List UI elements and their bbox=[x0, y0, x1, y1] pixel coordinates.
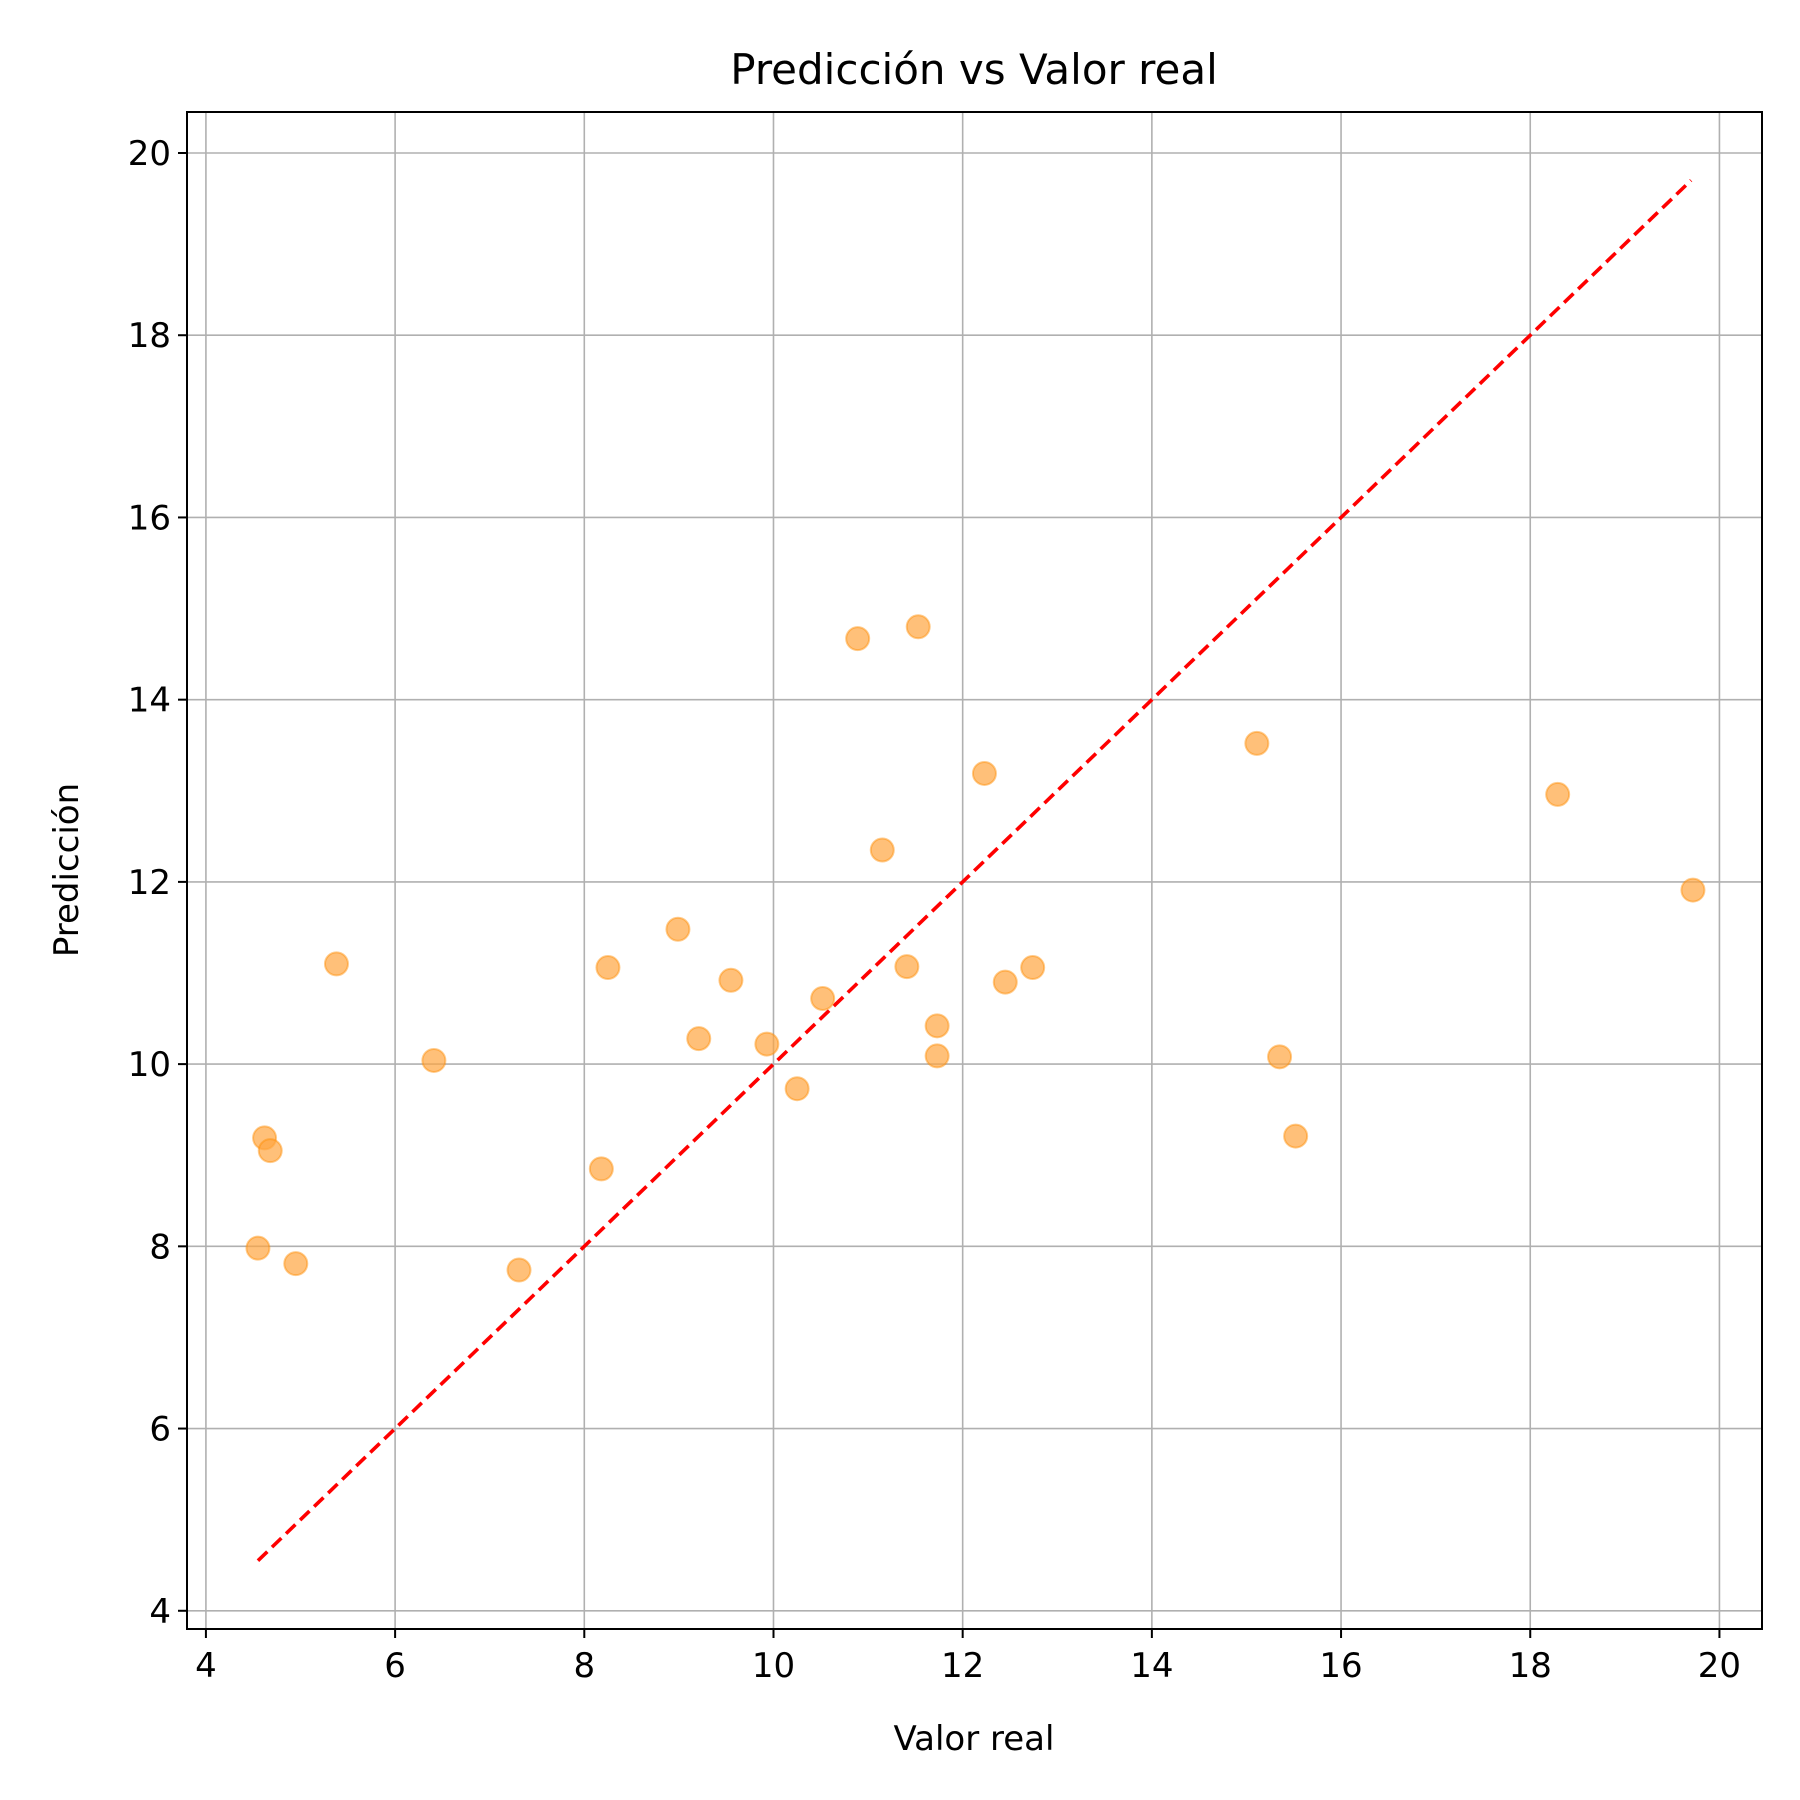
data-point bbox=[869, 837, 895, 863]
data-point bbox=[1283, 1123, 1309, 1149]
chart-title: Predicción vs Valor real bbox=[730, 45, 1218, 94]
data-point bbox=[845, 626, 871, 652]
data-point bbox=[506, 1257, 532, 1283]
x-axis-label: Valor real bbox=[894, 1719, 1055, 1759]
reference-line-layer bbox=[256, 179, 1693, 1562]
data-point bbox=[1545, 781, 1571, 807]
x-tick-label: 14 bbox=[1130, 1646, 1173, 1686]
x-tick-label: 10 bbox=[752, 1646, 795, 1686]
y-tick-label: 20 bbox=[128, 134, 171, 174]
data-point bbox=[905, 614, 931, 640]
data-point bbox=[1244, 730, 1270, 756]
y-tick-label: 10 bbox=[128, 1045, 171, 1085]
data-point bbox=[718, 967, 744, 993]
data-point bbox=[924, 1043, 950, 1069]
grid-lines bbox=[187, 112, 1762, 1629]
y-tick-label: 6 bbox=[149, 1410, 171, 1450]
x-tick-label: 4 bbox=[195, 1646, 217, 1686]
y-axis-label: Predicción bbox=[47, 783, 87, 957]
data-point bbox=[1680, 877, 1706, 903]
ideal-prediction-line bbox=[256, 179, 1693, 1562]
x-tick-label: 18 bbox=[1509, 1646, 1552, 1686]
data-point bbox=[686, 1026, 712, 1052]
x-tick-label: 6 bbox=[384, 1646, 406, 1686]
data-point bbox=[257, 1138, 283, 1164]
data-point bbox=[245, 1235, 271, 1261]
data-point bbox=[784, 1076, 810, 1102]
data-point bbox=[992, 969, 1018, 995]
y-tick-label: 16 bbox=[128, 498, 171, 538]
data-point bbox=[924, 1013, 950, 1039]
x-tick-label: 16 bbox=[1319, 1646, 1362, 1686]
plot-frame bbox=[186, 111, 1763, 1630]
x-tick-label: 20 bbox=[1698, 1646, 1741, 1686]
y-tick-label: 14 bbox=[128, 681, 171, 721]
data-point bbox=[323, 951, 349, 977]
data-point bbox=[894, 954, 920, 980]
y-tick-label: 12 bbox=[128, 863, 171, 903]
data-point bbox=[1020, 955, 1046, 981]
data-point bbox=[971, 760, 997, 786]
axis-ticks: 4 6 8 10 12 14 16 18 20 4 6 8 10 12 14 16 18 20 bbox=[128, 134, 1741, 1686]
data-point bbox=[665, 916, 691, 942]
y-tick-label: 4 bbox=[149, 1592, 171, 1632]
data-points bbox=[245, 614, 1706, 1283]
x-tick-label: 12 bbox=[941, 1646, 984, 1686]
data-point bbox=[595, 955, 621, 981]
data-point bbox=[1267, 1044, 1293, 1070]
y-tick-label: 18 bbox=[128, 316, 171, 356]
data-point bbox=[810, 986, 836, 1012]
data-point bbox=[754, 1031, 780, 1057]
x-tick-label: 8 bbox=[573, 1646, 595, 1686]
y-tick-label: 8 bbox=[149, 1227, 171, 1267]
data-point bbox=[588, 1156, 614, 1182]
data-point bbox=[283, 1251, 309, 1277]
data-point bbox=[421, 1047, 447, 1073]
